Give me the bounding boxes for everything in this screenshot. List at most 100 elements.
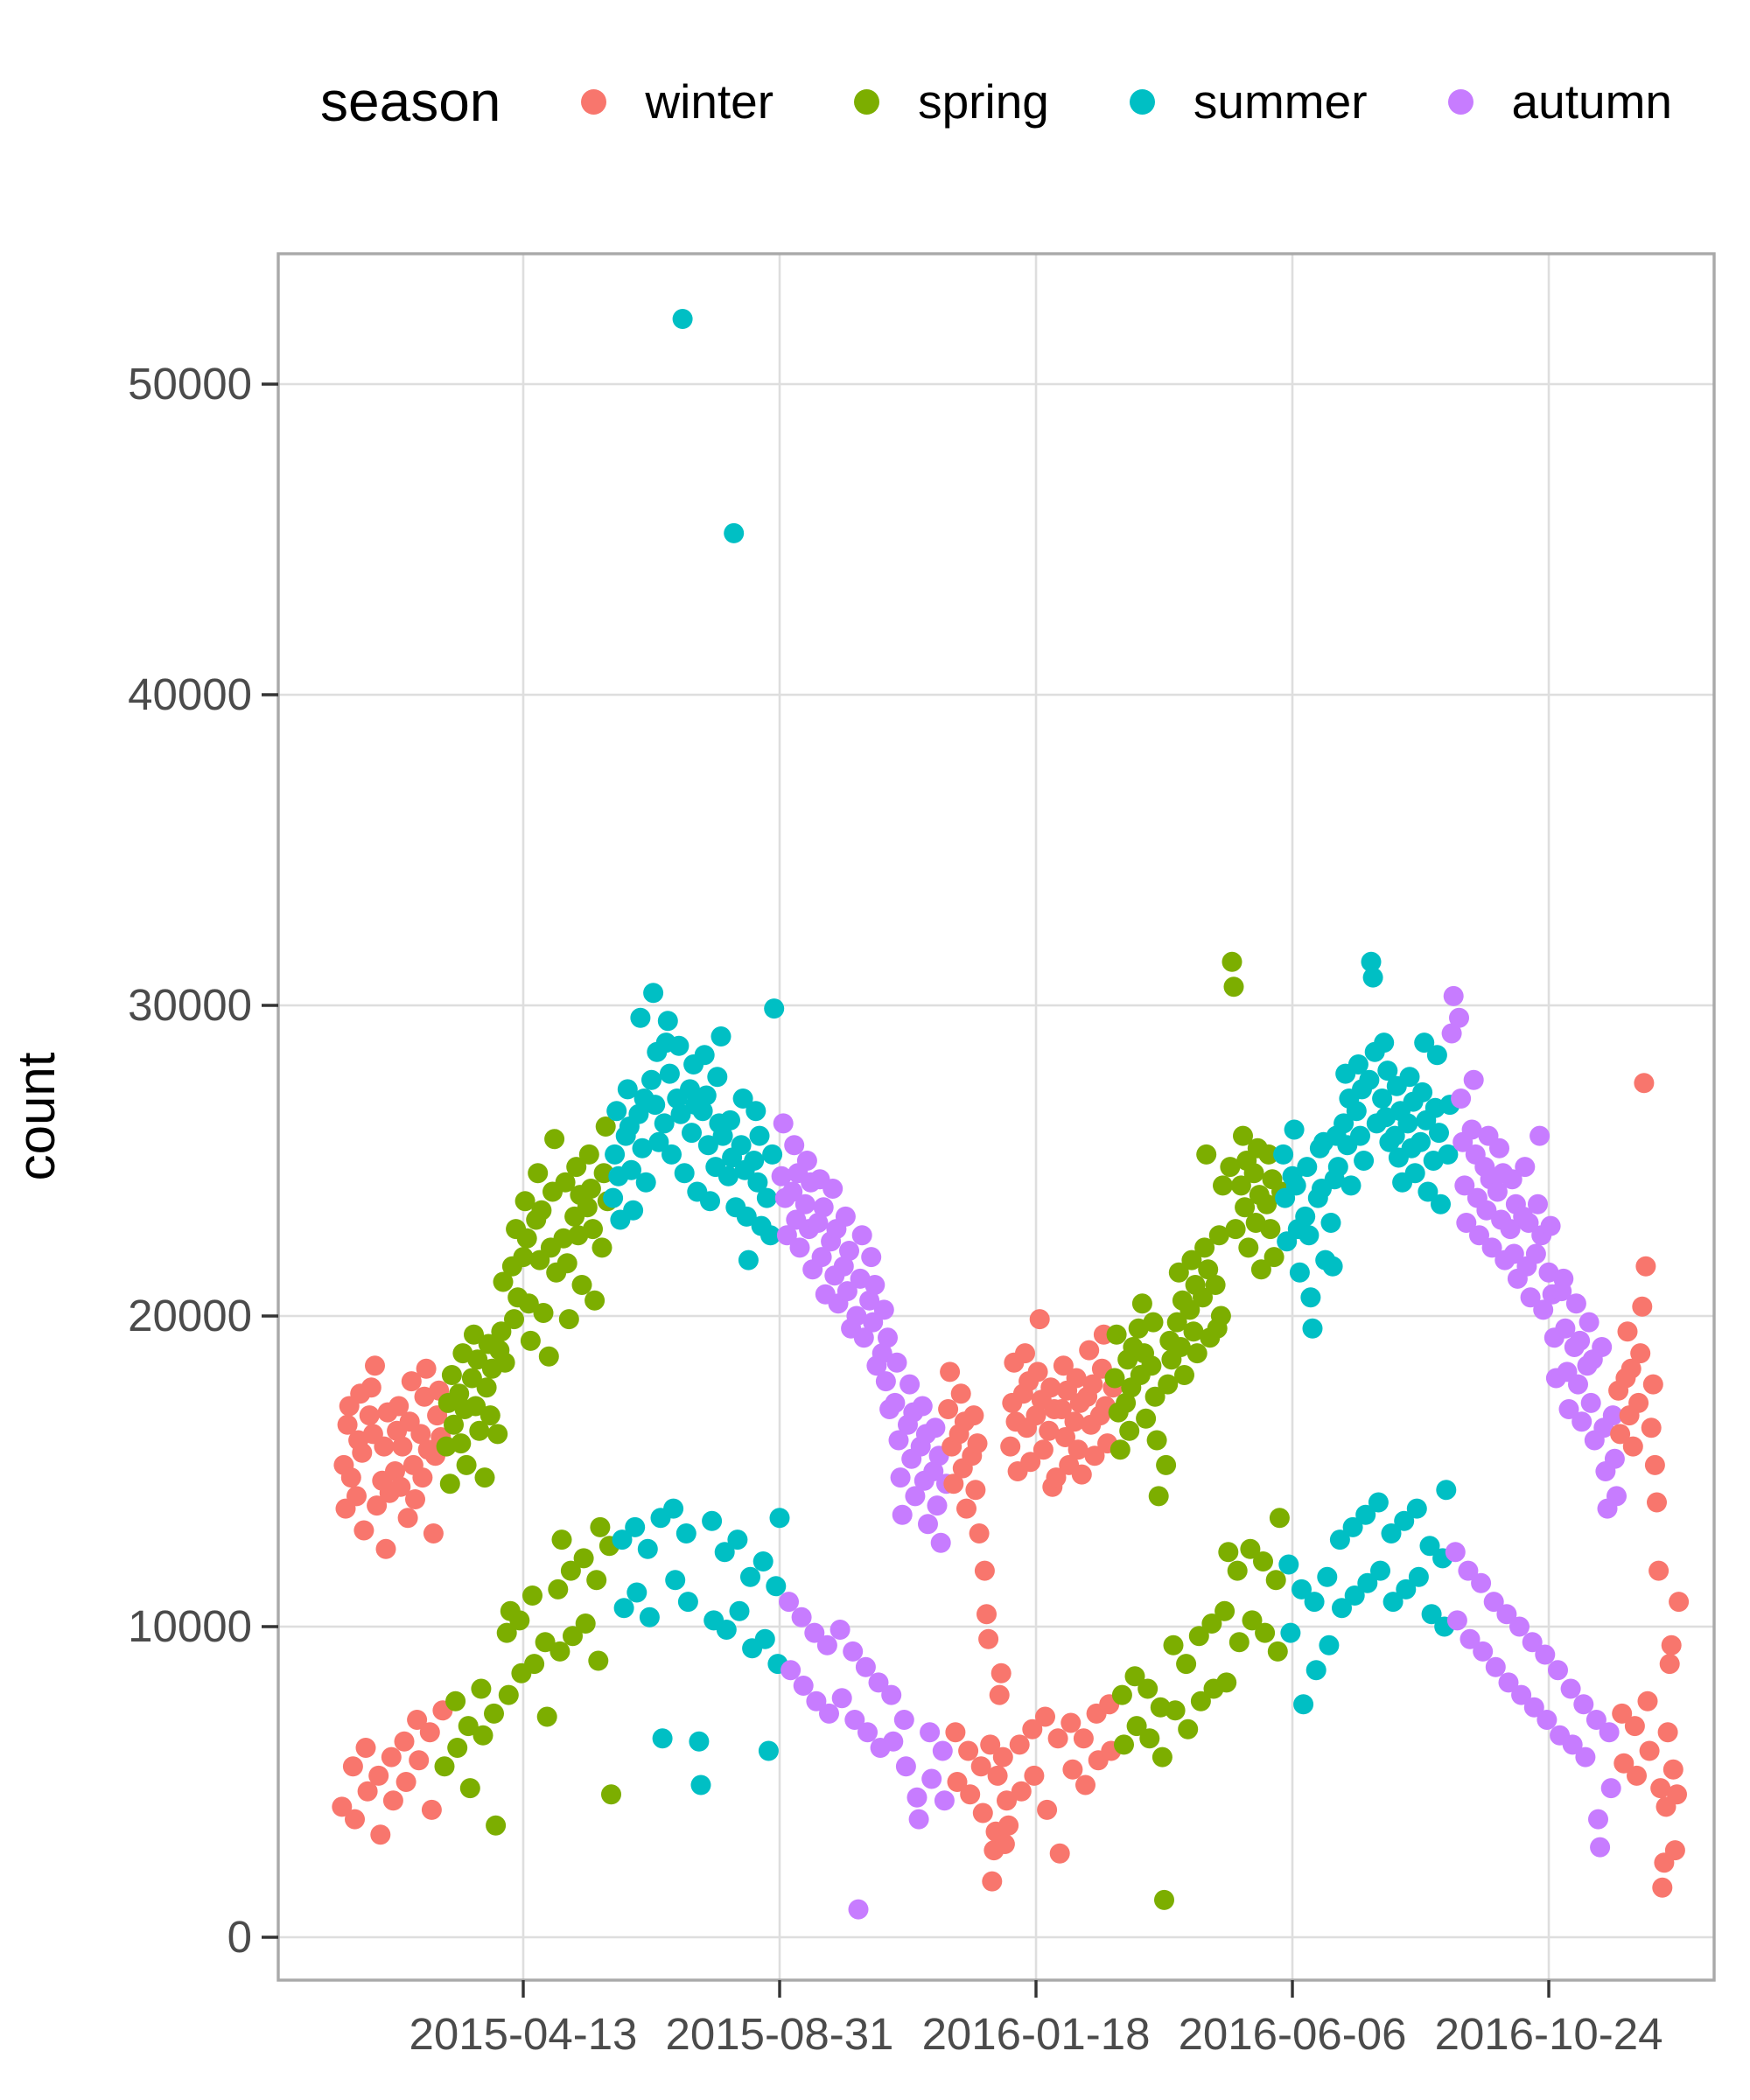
data-point-summer	[752, 1551, 774, 1572]
data-point-autumn	[1520, 1287, 1541, 1308]
data-point-winter	[416, 1358, 437, 1379]
y-tick-label: 10000	[128, 1601, 252, 1651]
data-point-summer	[697, 1135, 718, 1156]
data-point-summer	[617, 1079, 638, 1100]
data-point-autumn	[895, 1756, 916, 1777]
data-point-summer	[716, 1620, 737, 1640]
data-point-winter	[1084, 1446, 1105, 1466]
data-point-summer	[1322, 1256, 1343, 1277]
data-point-summer	[1406, 1498, 1427, 1519]
data-point-winter	[970, 1756, 991, 1777]
data-point-winter	[997, 1790, 1017, 1811]
data-point-winter	[1624, 1716, 1645, 1737]
data-point-spring	[504, 1309, 524, 1330]
data-point-autumn	[1588, 1809, 1608, 1830]
data-point-summer	[1329, 1530, 1350, 1550]
data-point-autumn	[1572, 1411, 1592, 1432]
data-point-winter	[421, 1799, 442, 1820]
data-point-autumn	[780, 1660, 802, 1681]
data-point-winter	[992, 1746, 1013, 1768]
data-point-spring	[1235, 1197, 1256, 1218]
data-point-autumn	[885, 1392, 906, 1413]
data-point-autumn	[819, 1703, 839, 1724]
data-point-summer	[1334, 1113, 1354, 1134]
data-point-winter	[340, 1467, 361, 1488]
data-point-summer	[1414, 1032, 1435, 1054]
data-point-winter	[1053, 1355, 1074, 1376]
data-point-autumn	[1560, 1678, 1581, 1699]
data-point-summer	[635, 1172, 656, 1193]
data-point-winter	[989, 1684, 1010, 1705]
data-point-spring	[588, 1650, 609, 1671]
data-point-summer	[663, 1498, 684, 1519]
legend-label-autumn: autumn	[1511, 74, 1672, 129]
data-point-autumn	[1487, 1181, 1508, 1202]
data-point-autumn	[1548, 1660, 1568, 1681]
data-point-autumn	[848, 1899, 869, 1920]
data-point-autumn	[831, 1688, 852, 1709]
data-point-autumn	[890, 1467, 911, 1488]
data-point-spring	[1144, 1386, 1166, 1407]
data-point-winter	[382, 1790, 403, 1811]
x-tick-label: 2015-04-13	[410, 2009, 638, 2059]
data-point-winter	[1075, 1774, 1096, 1796]
data-point-spring	[583, 1219, 603, 1240]
data-point-winter	[1612, 1703, 1633, 1724]
data-point-winter	[1068, 1439, 1088, 1460]
data-point-summer	[628, 1103, 649, 1124]
data-point-summer	[690, 1774, 711, 1796]
data-point-spring	[1265, 1570, 1286, 1591]
data-point-autumn	[1461, 1119, 1482, 1140]
data-point-autumn	[920, 1722, 941, 1743]
data-point-spring	[1198, 1259, 1219, 1280]
data-point-autumn	[1485, 1656, 1506, 1677]
data-point-winter	[332, 1796, 353, 1817]
data-point-summer	[1340, 1175, 1362, 1196]
data-point-winter	[1064, 1411, 1085, 1432]
data-point-summer	[1362, 967, 1383, 988]
data-point-spring	[1180, 1299, 1200, 1320]
data-point-spring	[1106, 1324, 1127, 1345]
data-point-winter	[405, 1489, 425, 1509]
data-point-autumn	[816, 1634, 837, 1656]
data-point-summer	[668, 1035, 690, 1056]
data-point-winter	[1614, 1753, 1634, 1774]
data-point-autumn	[1441, 1023, 1462, 1044]
data-point-spring	[1178, 1718, 1199, 1740]
data-point-summer	[712, 1125, 733, 1146]
data-point-autumn	[1555, 1318, 1576, 1339]
data-point-winter	[1046, 1467, 1067, 1488]
data-point-summer	[643, 983, 664, 1004]
data-point-summer	[1285, 1175, 1306, 1196]
data-point-spring	[590, 1516, 611, 1537]
data-point-winter	[1627, 1765, 1647, 1786]
data-point-spring	[451, 1433, 472, 1454]
data-point-winter	[342, 1756, 363, 1777]
data-point-autumn	[811, 1247, 832, 1268]
data-point-spring	[580, 1179, 601, 1199]
data-point-spring	[1225, 1219, 1246, 1240]
data-point-summer	[696, 1085, 717, 1106]
data-point-winter	[972, 1802, 993, 1824]
data-point-spring	[1154, 1889, 1174, 1910]
data-point-summer	[1436, 1480, 1457, 1501]
data-point-spring	[444, 1414, 464, 1435]
data-point-spring	[493, 1271, 514, 1292]
data-point-spring	[1201, 1614, 1222, 1634]
data-point-spring	[1176, 1654, 1197, 1675]
data-point-spring	[1186, 1343, 1208, 1364]
data-point-summer	[1297, 1157, 1318, 1178]
data-point-spring	[1240, 1538, 1261, 1559]
data-point-autumn	[1565, 1293, 1586, 1314]
data-point-winter	[359, 1405, 380, 1426]
data-point-autumn	[1515, 1157, 1536, 1178]
data-point-summer	[1421, 1604, 1442, 1625]
data-point-spring	[1190, 1690, 1211, 1712]
data-point-summer	[652, 1728, 673, 1749]
data-point-winter	[1009, 1734, 1030, 1755]
legend-title: season	[320, 70, 501, 133]
data-point-summer	[1370, 1560, 1390, 1581]
data-point-winter	[412, 1467, 433, 1488]
data-point-summer	[1397, 1113, 1418, 1134]
